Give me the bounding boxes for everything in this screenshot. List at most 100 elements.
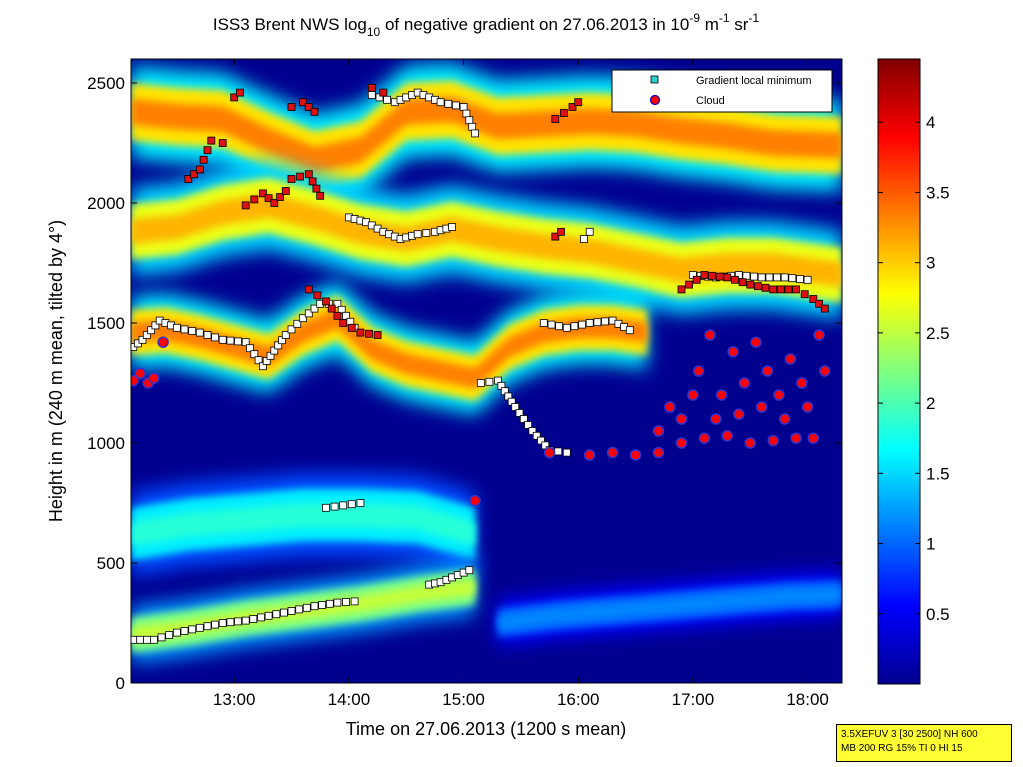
gradient-minimum-marker [465,116,474,125]
cloud-marker [675,413,688,425]
gradient-minimum-marker [515,409,524,417]
plot-frame [130,58,843,684]
gradient-minimum-marker [459,103,468,111]
cloud-marker [134,367,146,380]
cloud-marker [750,336,762,348]
gradient-minimum-marker [203,622,212,631]
gradient-minimum-marker [195,328,204,337]
gradient-minimum-marker [281,331,290,339]
cloud-marker [744,437,757,449]
gradient-minimum-marker [539,319,548,327]
cloud-marker [131,374,140,387]
gradient-minimum-marker [299,314,307,323]
gradient-minimum-marker-red [557,227,565,236]
x-tick-label: 17:00 [672,690,715,709]
gradient-minimum-marker [138,335,147,344]
cloud-marker [687,389,699,401]
colorbar-gradient [877,58,921,685]
cloud-marker [784,353,797,365]
gradient-minimum-marker [757,273,766,282]
gradient-minimum-marker [465,566,474,575]
gradient-minimum-marker [151,321,160,330]
gradient-minimum-marker-red [551,115,560,123]
gradient-minimum-marker-red [203,146,212,155]
gradient-minimum-marker-red [347,323,356,332]
gradient-minimum-marker-red [190,170,199,179]
x-tick-label: 14:00 [328,690,371,709]
gradient-minimum-marker [578,320,586,329]
gradient-minimum-marker [436,98,445,107]
gradient-minimum-marker [367,91,376,99]
gradient-minimum-marker-red [692,275,701,284]
gradient-minimum-marker [325,599,334,608]
cloud-marker [664,401,676,413]
cloud-marker [738,377,751,389]
gradient-minimum-marker [272,610,281,619]
chart-title: ISS3 Brent NWS log10 of negative gradien… [213,11,760,39]
cloud-marker [606,446,619,459]
heatmap-band-boundary-core [131,503,475,547]
colorbar-tick-label: 3.5 [926,183,950,202]
gradient-minimum-marker-red [761,283,770,292]
gradient-minimum-marker-red [333,311,342,320]
cloud-marker [704,329,716,341]
gradient-minimum-marker [383,95,392,104]
gradient-minimum-marker [476,379,485,387]
gradient-minimum-marker-red [316,191,325,200]
gradient-minimum-marker-red [250,195,259,204]
y-tick-label: 0 [116,674,125,693]
gradient-minimum-marker [165,631,174,639]
gradient-minimum-marker-red [235,88,244,97]
cloud-marker [583,449,596,461]
cloud-marker [727,346,739,358]
gradient-minimum-marker-red [230,93,239,102]
gradient-minimum-marker [302,603,311,612]
gradient-minimum-marker [234,337,242,346]
gradient-minimum-marker [254,356,263,365]
y-tick-label: 1000 [87,434,125,453]
info-line: 3.5XEFUV 3 [30 2500] NH 600 [841,729,978,740]
gradient-minimum-marker [347,500,356,509]
x-tick-label: 13:00 [213,690,256,709]
gradient-minimum-marker [471,129,479,138]
gradient-minimum-marker-red [677,285,686,294]
gradient-minimum-marker [172,323,181,332]
gradient-minimum-marker-red [241,201,250,210]
gradient-minimum-marker-red [574,98,583,107]
gradient-minimum-marker [796,275,804,283]
gradient-minimum-marker-red [184,175,193,183]
gradient-minimum-marker [188,625,197,634]
cloud-marker [692,365,705,377]
gradient-minimum-marker-red [551,232,560,241]
info-box: 3.5XEFUV 3 [30 2500] NH 600 MB 200 RG 15… [836,724,1012,762]
gradient-minimum-marker [180,627,189,635]
gradient-minimum-marker [241,616,250,625]
gradient-minimum-marker-red [304,103,313,111]
gradient-minimum-marker [322,503,330,512]
gradient-minimum-marker-red [356,328,365,337]
cloud-marker [790,432,802,444]
gradient-minimum-marker-red [367,83,376,92]
gradient-minimum-marker [580,235,588,243]
gradient-minimum-marker-red [287,175,296,183]
gradient-minimum-marker-red [195,165,204,174]
gradient-minimum-marker [524,421,532,429]
legend: Gradient local minimum Cloud [611,69,833,113]
heatmap-band-upper-core [131,96,842,173]
gradient-minimum-marker [211,620,220,629]
gradient-minimum-marker [249,615,258,623]
gradient-minimum-marker [451,101,460,110]
gradient-minimum-marker [337,305,346,314]
gradient-minimum-marker [342,598,350,606]
colorbar-ticks: 0.5 1 1.5 2 2.5 3 3.5 4 [878,113,950,624]
gradient-minimum-marker [180,325,189,334]
y-axis: 0 500 1000 1500 2000 2500 [87,74,842,693]
gradient-minimum-marker [287,607,296,615]
legend-entry-gradient: Gradient local minimum [696,75,812,87]
gradient-minimum-marker-red [746,280,755,289]
cloud-marker [796,377,808,389]
gradient-minimum-marker-red [304,285,313,294]
gradient-minimum-marker [234,617,242,626]
gradient-minimum-marker [485,377,494,386]
